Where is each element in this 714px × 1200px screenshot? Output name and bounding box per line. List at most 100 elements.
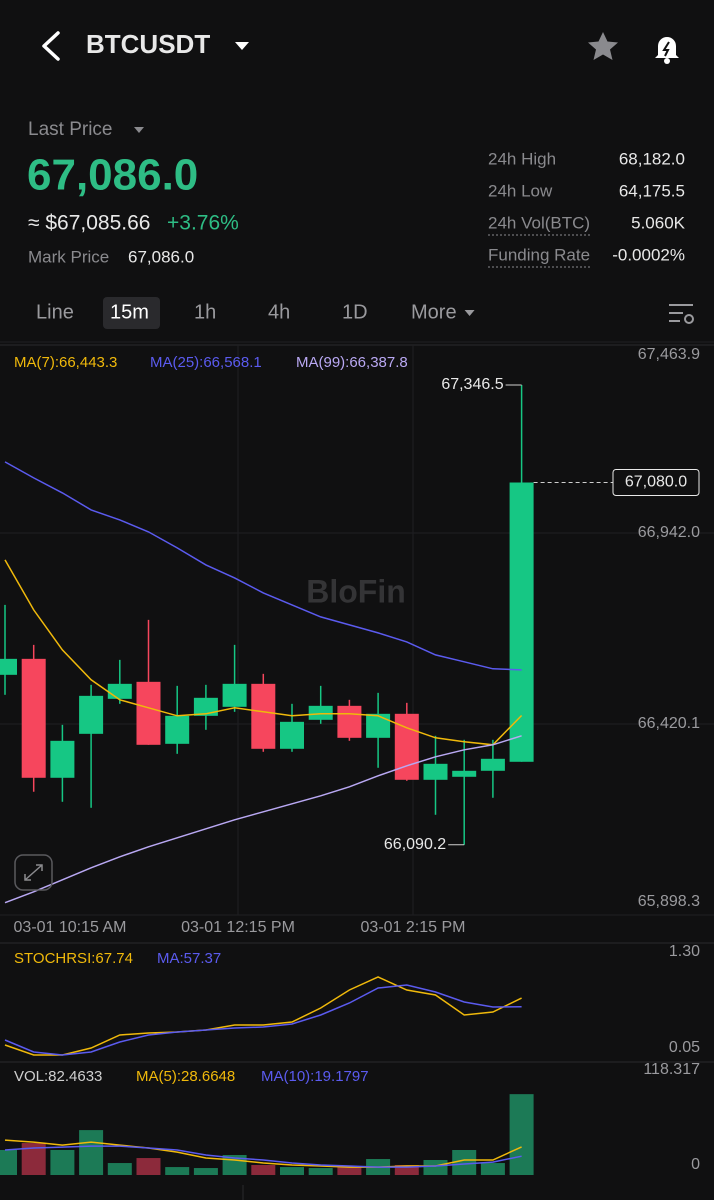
- volume-bar: [79, 1130, 104, 1175]
- volume-bar: [423, 1159, 448, 1175]
- expand-frame: [14, 854, 53, 891]
- more-dropdown: [464, 310, 475, 316]
- timeframe-tab[interactable]: Line: [36, 301, 74, 323]
- symbol[interactable]: BTCUSDT: [86, 29, 210, 59]
- stoch-legend: MA:57.37: [157, 950, 221, 967]
- low-label: 66,090.2: [384, 836, 446, 853]
- candle-body: [136, 681, 161, 745]
- stat-value: 68,182.0: [619, 149, 685, 168]
- volume-bar: [337, 1165, 362, 1175]
- candle-body: [50, 740, 75, 778]
- stoch-line: [4, 976, 522, 1056]
- main-chart: 67,463.9 66,942.0 66,420.1 65,898.3 MA(7):66…: [0, 341, 714, 936]
- volume-chart: VOL:82.4633 118.317 0 MA(5):28.6648 MA(10):1…: [0, 1061, 700, 1175]
- watermark: BloFin: [306, 573, 406, 609]
- last-price-label: 67,080.0: [625, 474, 687, 491]
- volume-bar: [480, 1163, 505, 1175]
- favorite-button[interactable]: [588, 32, 618, 60]
- volume-bar: [280, 1167, 304, 1175]
- x-tick-label: 03-01 10:15 AM: [14, 919, 127, 936]
- timeframe-tabs: Line 15m 1h 4h 1D More: [36, 301, 475, 323]
- last-price-dropdown[interactable]: [134, 127, 144, 133]
- volume-axis-label: 0: [691, 1156, 700, 1173]
- stat-value: -0.0002%: [612, 245, 685, 264]
- candle-body: [366, 713, 391, 738]
- candle-body: [423, 763, 448, 780]
- high-label: 67,346.5: [441, 376, 503, 393]
- volume-bar: [0, 1149, 17, 1175]
- symbol-dropdown[interactable]: [235, 42, 249, 50]
- volume-bar: [193, 1168, 218, 1175]
- stat-label: Funding Rate: [488, 245, 590, 264]
- back-button[interactable]: [42, 31, 60, 61]
- volume-bar: [452, 1149, 477, 1175]
- candle-body: [165, 715, 190, 744]
- candle-body: [0, 658, 17, 675]
- legend-entry: MA(7):66,443.3: [14, 354, 117, 371]
- y-tick-label: 66,420.1: [638, 715, 700, 732]
- stat-value: 5.060K: [631, 213, 686, 232]
- alert-button[interactable]: [655, 37, 679, 64]
- legend-entry: MA(25):66,568.1: [150, 354, 262, 371]
- x-tick-label: 03-01 2:15 PM: [361, 919, 466, 936]
- volume-ma-line: [4, 1145, 522, 1168]
- stoch-line: [4, 984, 522, 1056]
- price-change: +3.76%: [167, 212, 239, 235]
- volume-bar: [107, 1163, 132, 1175]
- mark-price-label: Mark Price: [28, 247, 109, 266]
- timeframe-tab[interactable]: More: [411, 301, 457, 323]
- volume-axis-label: 118.317: [643, 1061, 700, 1078]
- timeframe-tab[interactable]: 1h: [194, 301, 216, 323]
- volume-ma-legend: MA(10):19.1797: [261, 1068, 369, 1085]
- selected-tab-bg: [103, 297, 160, 329]
- stat-value: 64,175.5: [619, 181, 685, 200]
- bell-icon: [655, 37, 679, 58]
- stat-label: 24h Vol(BTC): [488, 213, 590, 232]
- volume-bar: [394, 1164, 419, 1175]
- x-tick-label: 03-01 12:15 PM: [181, 919, 295, 936]
- timeframe-tab[interactable]: 15m: [110, 301, 149, 323]
- candle-body: [222, 683, 247, 707]
- volume-bar: [136, 1158, 161, 1175]
- last-price-label[interactable]: Last Price: [28, 119, 112, 140]
- y-tick-label: 67,463.9: [638, 346, 700, 363]
- expand-icon: [24, 864, 43, 881]
- candle-body: [193, 697, 218, 716]
- timeframe-tab[interactable]: 1D: [342, 301, 368, 323]
- approx-price: ≈ $67,085.66: [28, 212, 150, 235]
- stoch-axis-label: 0.05: [669, 1039, 700, 1056]
- chart-settings-button[interactable]: [669, 304, 694, 324]
- stoch-chart: STOCHRSI:67.74 MA:57.37 1.30 0.05: [4, 943, 700, 1056]
- stoch-axis-label: 1.30: [669, 943, 700, 960]
- ma-line: [4, 461, 522, 671]
- mark-price: 67,086.0: [128, 247, 194, 266]
- candle-body: [280, 721, 304, 749]
- volume-bar: [251, 1164, 276, 1175]
- candle-body: [21, 658, 46, 778]
- y-tick-label: 65,898.3: [638, 893, 700, 910]
- volume-ma-legend: MA(5):28.6648: [136, 1068, 235, 1085]
- stat-label: 24h High: [488, 149, 556, 168]
- volume-bar: [509, 1094, 534, 1175]
- candle-body: [337, 705, 362, 738]
- candle-body: [107, 683, 132, 699]
- expand-button[interactable]: [14, 854, 53, 891]
- ma-line: [4, 559, 523, 746]
- stats: 24h High 68,182.0 24h Low 64,175.5 24h Vol(B…: [488, 149, 686, 268]
- volume-bar: [165, 1167, 190, 1175]
- timeframe-tab[interactable]: 4h: [268, 301, 290, 323]
- candle-body: [452, 770, 477, 777]
- candle-body: [509, 482, 534, 762]
- volume-bar: [50, 1149, 75, 1175]
- candle-body: [251, 683, 276, 749]
- last-price: 67,086.0: [27, 151, 198, 200]
- volume-legend: VOL:82.4633: [14, 1068, 102, 1085]
- bell-clapper: [664, 58, 670, 64]
- ma-line: [4, 735, 522, 904]
- volume-bar: [308, 1168, 333, 1175]
- stat-label: 24h Low: [488, 181, 553, 200]
- candle-body: [79, 695, 104, 734]
- icon-gear: [684, 314, 694, 324]
